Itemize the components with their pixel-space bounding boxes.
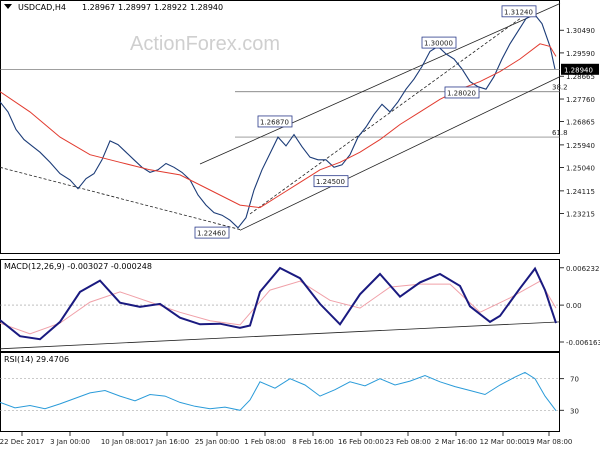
macd-tick-label: -0.006163 bbox=[566, 339, 600, 347]
fib-label: 38.2 bbox=[552, 84, 568, 92]
price-series bbox=[0, 12, 557, 229]
time-tick-label: 12 Mar 00:00 bbox=[480, 438, 527, 446]
ohlc-open: 1.28967 bbox=[82, 3, 115, 12]
price-tick-label: 1.24115 bbox=[566, 188, 595, 196]
fib-retracement-levels: 38.2 61.8 bbox=[235, 84, 568, 138]
price-annotation-label: 1.31240 bbox=[504, 8, 533, 16]
time-tick-label: 1 Feb 08:00 bbox=[244, 438, 285, 446]
macd-tick-label: 0.006232 bbox=[566, 265, 599, 273]
ohlc-close: 1.28940 bbox=[190, 3, 223, 12]
price-annotation-box bbox=[257, 115, 293, 128]
ema-line bbox=[0, 43, 557, 209]
time-tick-label: 22 Dec 2017 bbox=[0, 438, 44, 446]
price-panel-title: USDCAD,H4 bbox=[18, 3, 66, 12]
rsi-tick-label: 30 bbox=[570, 407, 579, 415]
price-tick-label: 1.26865 bbox=[566, 119, 595, 127]
last-price-box bbox=[561, 63, 599, 75]
time-axis: 22 Dec 2017 3 Jan 00:00 10 Jan 08:00 17 Jan… bbox=[0, 432, 572, 446]
price-tick-label: 1.30490 bbox=[566, 27, 595, 35]
price-annotation-box bbox=[501, 5, 537, 18]
time-tick-label: 2 Mar 16:00 bbox=[435, 438, 477, 446]
macd-panel-title: MACD(12,26,9) -0.003027 -0.000248 bbox=[4, 262, 152, 271]
trend-line bbox=[0, 166, 241, 230]
ohlc-readout: 1.28967 1.28997 1.28922 1.28940 bbox=[82, 3, 223, 12]
macd-panel-frame bbox=[0, 259, 560, 352]
rsi-series bbox=[0, 371, 560, 412]
trend-line bbox=[199, 3, 561, 165]
price-annotation-label: 1.28020 bbox=[447, 89, 476, 97]
price-line bbox=[0, 12, 556, 229]
macd-signal-line bbox=[0, 280, 557, 335]
price-axis-strip bbox=[560, 0, 600, 254]
time-tick-label: 25 Jan 00:00 bbox=[195, 438, 239, 446]
price-panel: USDCAD,H4 1.28967 1.28997 1.28922 1.2894… bbox=[0, 0, 600, 254]
fib-label: 61.8 bbox=[552, 129, 568, 137]
price-annotation-box bbox=[421, 36, 457, 49]
price-tick-label: 1.25940 bbox=[566, 142, 595, 150]
time-tick-label: 19 Mar 08:00 bbox=[526, 438, 573, 446]
price-annotation-label: 1.24500 bbox=[316, 178, 345, 186]
price-tick-label: 1.23215 bbox=[566, 211, 595, 219]
trend-line bbox=[249, 18, 521, 215]
price-tick-label: 1.29590 bbox=[566, 50, 595, 58]
time-tick-label: 23 Feb 08:00 bbox=[385, 438, 431, 446]
time-tick-label: 8 Feb 16:00 bbox=[292, 438, 333, 446]
price-tick-label: 1.25040 bbox=[566, 165, 595, 173]
price-tick-label: 1.27760 bbox=[566, 96, 595, 104]
time-tick-label: 3 Jan 00:00 bbox=[50, 438, 90, 446]
price-annotation-label: 1.22460 bbox=[197, 230, 226, 238]
collapse-triangle-icon bbox=[4, 4, 12, 9]
price-annotation-box bbox=[313, 175, 349, 188]
macd-series bbox=[0, 266, 561, 350]
macd-line bbox=[0, 266, 557, 341]
trend-line bbox=[239, 76, 561, 231]
macd-tick-label: 0.00 bbox=[566, 302, 582, 310]
watermark: ActionForex.com bbox=[130, 33, 280, 55]
rsi-line bbox=[0, 371, 557, 412]
rsi-panel-title: RSI(14) 29.4706 bbox=[4, 355, 69, 364]
last-price-label: 1.28940 bbox=[564, 66, 593, 74]
rsi-tick-label: 70 bbox=[570, 376, 579, 384]
time-tick-label: 10 Jan 08:00 bbox=[101, 438, 145, 446]
price-annotation-box bbox=[444, 86, 480, 99]
macd-trend-line bbox=[0, 321, 561, 350]
rsi-axis-ticks: 70 30 bbox=[560, 376, 579, 415]
price-tick-label: 1.28665 bbox=[566, 73, 595, 81]
price-axis-ticks: 1.319901.304901.295901.286651.277601.268… bbox=[560, 27, 595, 219]
macd-panel: MACD(12,26,9) -0.003027 -0.000248 0.0062… bbox=[0, 259, 600, 352]
time-tick-label: 17 Jan 16:00 bbox=[145, 438, 189, 446]
price-annotation-label: 1.26870 bbox=[260, 118, 289, 126]
macd-axis-ticks: 0.006232 0.00 -0.006163 bbox=[560, 265, 600, 347]
ohlc-high: 1.28997 bbox=[118, 3, 151, 12]
price-annotations: 1.31240 1.30000 1.28020 1.26870 1.24500 1.224… bbox=[194, 5, 537, 239]
rsi-panel: RSI(14) 29.4706 70 30 bbox=[0, 352, 579, 432]
price-panel-frame bbox=[0, 0, 560, 254]
rsi-panel-frame bbox=[0, 352, 560, 432]
ohlc-low: 1.28922 bbox=[154, 3, 187, 12]
time-tick-label: 16 Feb 00:00 bbox=[338, 438, 384, 446]
price-annotation-label: 1.30000 bbox=[424, 40, 453, 48]
price-trend-lines bbox=[0, 3, 561, 231]
price-annotation-box bbox=[194, 226, 230, 239]
